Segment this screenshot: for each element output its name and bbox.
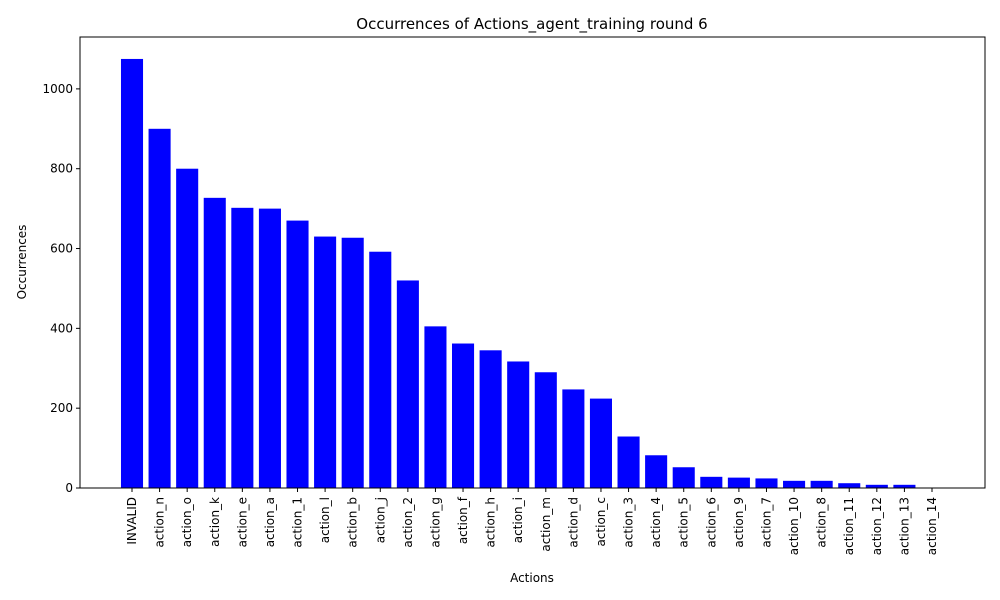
bar-action_l xyxy=(314,236,337,488)
y-tick-label: 200 xyxy=(50,401,73,415)
y-tick-label: 400 xyxy=(50,321,73,335)
y-tick-label: 800 xyxy=(50,162,73,176)
x-tick-label: action_n xyxy=(153,497,167,548)
bar-action_j xyxy=(369,251,392,488)
bar-action_d xyxy=(562,389,585,488)
x-tick-label: action_f xyxy=(456,496,470,544)
x-tick-label: action_4 xyxy=(649,497,663,548)
bar-action_h xyxy=(479,350,502,488)
bar-INVALID xyxy=(120,58,144,488)
x-tick-label: action_11 xyxy=(842,497,856,555)
chart-title: Occurrences of Actions_agent_training ro… xyxy=(356,15,707,34)
x-tick-label: INVALID xyxy=(125,497,139,545)
bars-group xyxy=(120,58,944,489)
x-tick-label: action_9 xyxy=(732,497,746,548)
x-tick-label: action_12 xyxy=(870,497,884,555)
bar-action_i xyxy=(507,361,530,488)
y-tick-label: 0 xyxy=(65,481,73,495)
x-tick-label: action_2 xyxy=(401,497,415,548)
bar-action_2 xyxy=(396,280,419,488)
bar-action_e xyxy=(231,207,254,488)
x-tick-label: action_d xyxy=(566,497,580,548)
x-tick-label: action_3 xyxy=(622,497,636,548)
bar-action_o xyxy=(176,168,199,488)
bar-action_f xyxy=(452,343,475,488)
x-tick-label: action_l xyxy=(318,497,332,543)
bar-action_c xyxy=(589,398,612,488)
x-axis-label: Actions xyxy=(510,571,554,585)
bar-action_10 xyxy=(783,480,806,488)
y-tick-label: 600 xyxy=(50,242,73,256)
bar-action_5 xyxy=(672,467,695,488)
bar-action_13 xyxy=(893,484,916,488)
bar-action_n xyxy=(148,128,171,489)
bar-action_11 xyxy=(838,483,861,488)
x-tick-label: action_13 xyxy=(897,497,911,555)
bar-action_1 xyxy=(286,220,309,488)
x-axis: INVALID action_n action_o action_k action_e a… xyxy=(125,488,939,555)
x-tick-label: action_14 xyxy=(925,497,939,555)
x-tick-label: action_m xyxy=(539,497,553,552)
x-tick-label: action_j xyxy=(373,497,387,543)
x-tick-label: action_o xyxy=(180,497,194,547)
x-tick-label: action_8 xyxy=(815,497,829,548)
y-axis: 0 200 400 600 800 1000 xyxy=(42,82,80,495)
plot-frame xyxy=(79,36,986,489)
x-tick-label: action_a xyxy=(263,497,277,547)
bar-action_9 xyxy=(727,477,750,488)
x-tick-label: action_7 xyxy=(759,497,773,548)
bar-action_m xyxy=(534,372,557,488)
bar-action_4 xyxy=(645,455,668,488)
x-tick-label: action_e xyxy=(235,497,249,547)
bar-action_g xyxy=(424,326,447,488)
x-tick-label: action_h xyxy=(484,497,498,548)
x-tick-label: action_1 xyxy=(291,497,305,548)
y-tick-label: 1000 xyxy=(42,82,73,96)
bar-action_12 xyxy=(865,484,888,488)
x-tick-label: action_5 xyxy=(677,497,691,548)
x-tick-label: action_6 xyxy=(704,497,718,548)
bar-action_6 xyxy=(700,476,723,488)
y-axis-label: Occurrences xyxy=(15,225,29,300)
bar-action_3 xyxy=(617,436,640,488)
x-tick-label: action_10 xyxy=(787,497,801,555)
bar-action_a xyxy=(258,208,281,488)
x-tick-label: action_k xyxy=(208,497,222,547)
x-tick-label: action_g xyxy=(428,497,442,548)
x-tick-label: action_b xyxy=(346,497,360,548)
bar-action_b xyxy=(341,237,364,488)
x-tick-label: action_i xyxy=(511,497,525,543)
bar-action_8 xyxy=(810,480,833,488)
x-tick-label: action_c xyxy=(594,497,608,547)
bar-action_k xyxy=(203,197,226,488)
bar-action_7 xyxy=(755,478,778,488)
